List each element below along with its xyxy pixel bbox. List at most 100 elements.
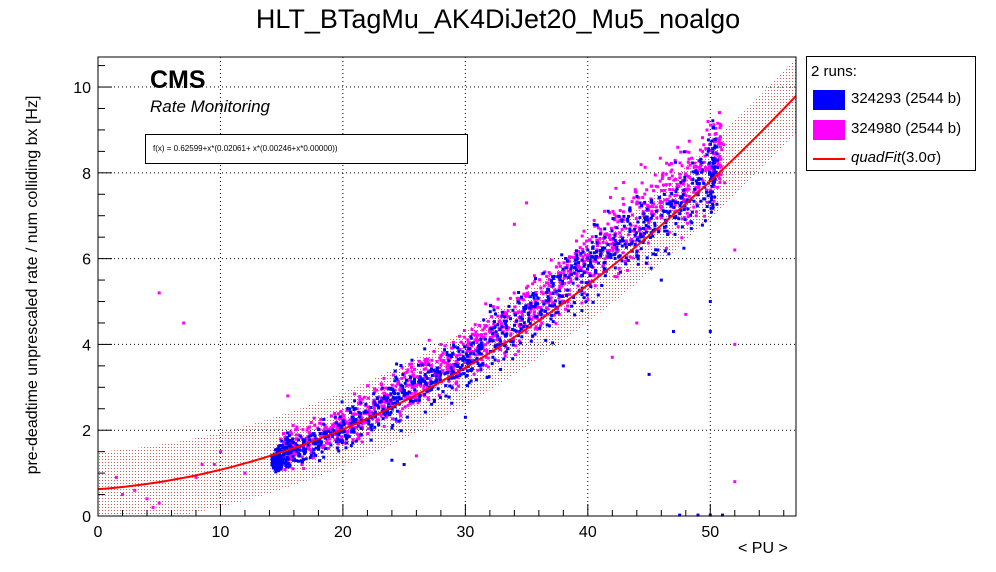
data-point — [533, 327, 537, 331]
data-point — [290, 432, 294, 436]
data-point — [473, 338, 477, 342]
data-point — [705, 205, 709, 208]
data-point — [308, 425, 312, 429]
data-point — [517, 339, 521, 343]
data-point — [479, 341, 483, 345]
data-point — [698, 159, 702, 163]
data-point — [360, 425, 364, 429]
data-point — [635, 250, 639, 254]
data-point — [562, 272, 566, 276]
data-point — [711, 205, 715, 209]
data-point — [679, 201, 683, 205]
data-point — [718, 181, 722, 184]
data-point — [456, 346, 460, 350]
data-point — [353, 392, 356, 396]
data-point — [462, 361, 466, 364]
data-point — [479, 347, 483, 351]
data-point — [470, 344, 474, 348]
data-point — [406, 392, 410, 396]
data-point — [517, 298, 520, 302]
data-point — [646, 205, 650, 209]
data-point — [454, 388, 458, 392]
data-point — [526, 305, 530, 309]
data-point — [288, 449, 292, 453]
data-point — [540, 308, 544, 312]
data-point — [359, 433, 362, 437]
data-point — [399, 429, 403, 433]
data-point — [345, 437, 349, 441]
data-point — [337, 423, 341, 427]
data-point — [487, 375, 491, 379]
data-point — [447, 364, 451, 368]
data-point — [294, 428, 297, 432]
data-point — [693, 161, 697, 165]
data-point — [518, 316, 522, 320]
data-point — [677, 185, 681, 188]
x-tick-label: 50 — [701, 524, 719, 541]
data-point — [637, 196, 641, 200]
outlier-point — [243, 471, 247, 475]
data-point — [675, 193, 679, 197]
data-point — [465, 349, 469, 353]
data-point — [351, 415, 355, 419]
data-point — [456, 357, 460, 361]
data-point — [620, 259, 624, 263]
data-point — [383, 407, 387, 411]
data-point — [569, 270, 573, 273]
data-point — [667, 252, 671, 256]
data-point — [710, 139, 714, 143]
data-point — [609, 237, 613, 241]
data-point — [427, 398, 431, 402]
data-point — [557, 312, 561, 316]
data-point — [407, 390, 411, 394]
data-point — [641, 210, 645, 214]
data-point — [665, 202, 669, 206]
data-point — [484, 355, 488, 359]
data-point — [481, 328, 485, 332]
data-point — [633, 188, 637, 192]
data-point — [295, 448, 299, 452]
data-point — [486, 319, 490, 323]
data-point — [334, 440, 338, 444]
data-point — [475, 341, 479, 344]
data-point — [718, 135, 722, 139]
data-point — [551, 302, 555, 306]
data-point — [644, 227, 648, 231]
data-point — [642, 212, 646, 216]
data-point — [279, 457, 283, 461]
data-point — [571, 281, 575, 285]
data-point — [562, 276, 566, 280]
data-point — [388, 387, 392, 391]
data-point — [370, 424, 374, 428]
data-point — [580, 258, 584, 262]
data-point — [601, 248, 605, 252]
data-point — [629, 242, 633, 246]
data-point — [709, 206, 713, 210]
data-point — [451, 351, 455, 355]
data-point — [281, 444, 284, 448]
data-point — [554, 291, 558, 295]
data-point — [664, 183, 668, 187]
data-point — [284, 446, 287, 450]
data-point — [540, 321, 544, 325]
data-point — [551, 304, 555, 308]
data-point — [414, 396, 418, 399]
data-point — [452, 376, 456, 380]
data-point — [366, 384, 370, 388]
data-point — [558, 284, 562, 288]
data-point — [575, 239, 578, 243]
data-point — [674, 222, 678, 225]
data-point — [565, 293, 569, 297]
data-point — [674, 178, 678, 182]
data-point — [682, 215, 686, 219]
outlier-point — [286, 394, 290, 398]
data-point — [420, 377, 424, 381]
data-point — [426, 357, 430, 361]
data-point — [714, 170, 718, 174]
data-point — [545, 323, 549, 327]
data-point — [492, 332, 496, 336]
data-point — [513, 323, 516, 327]
data-point — [459, 366, 463, 369]
data-point — [326, 446, 330, 450]
data-point — [287, 434, 291, 438]
